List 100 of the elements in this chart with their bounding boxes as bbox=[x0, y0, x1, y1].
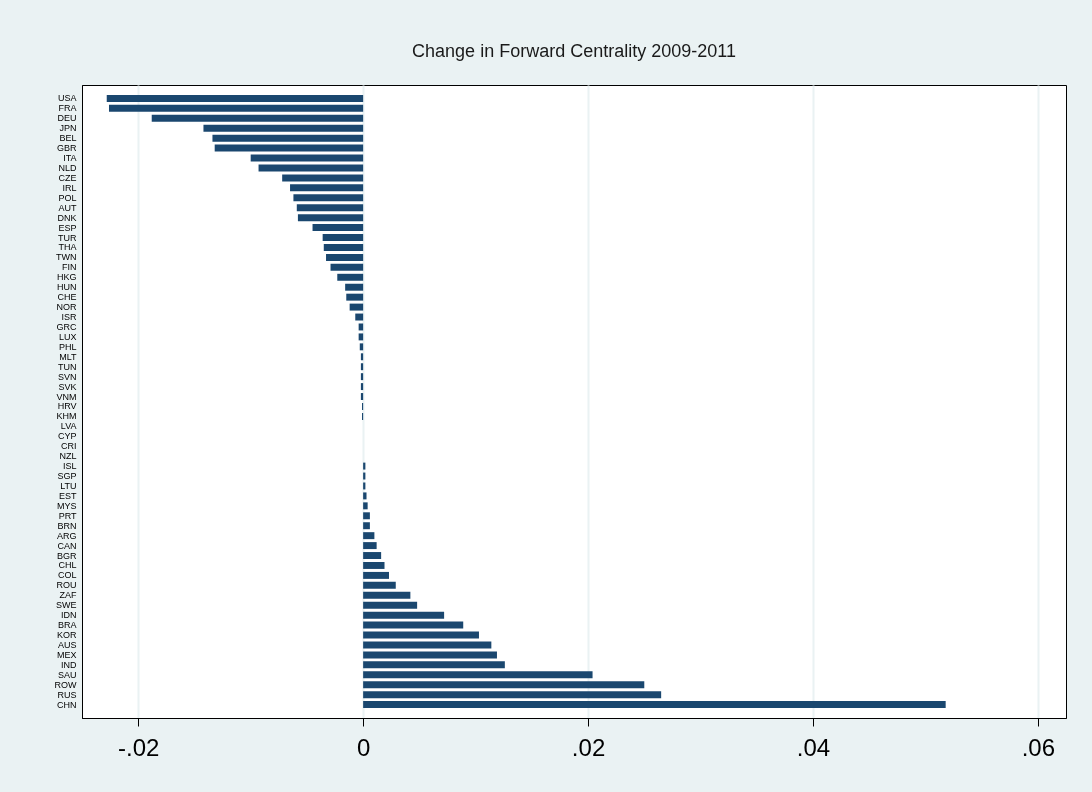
y-tick-label: EST bbox=[58, 490, 77, 501]
x-tick-label: 0 bbox=[356, 733, 371, 761]
y-tick-label: CAN bbox=[57, 540, 77, 551]
y-tick-label: ROU bbox=[56, 580, 77, 591]
bar bbox=[330, 263, 364, 271]
y-tick-label: AUS bbox=[57, 639, 77, 650]
chart-title: Change in Forward Centrality 2009-2011 bbox=[412, 41, 736, 61]
bar bbox=[363, 542, 377, 550]
y-tick-label: ESP bbox=[58, 222, 77, 233]
y-tick-label: ISL bbox=[62, 461, 77, 472]
bar bbox=[212, 134, 364, 142]
bar bbox=[363, 621, 464, 629]
bar bbox=[363, 691, 662, 699]
y-tick-label: COL bbox=[57, 570, 77, 581]
bar bbox=[359, 343, 364, 351]
y-tick-label: MLT bbox=[59, 351, 77, 362]
y-tick-label: IND bbox=[61, 659, 77, 670]
y-tick-label: BRN bbox=[57, 520, 77, 531]
bar bbox=[297, 214, 364, 222]
y-tick-label: LTU bbox=[60, 480, 77, 491]
y-tick-label: IRL bbox=[62, 182, 77, 193]
y-tick-label: SWE bbox=[55, 600, 77, 611]
y-tick-label: BRA bbox=[57, 620, 77, 631]
y-tick-label: AUT bbox=[58, 202, 77, 213]
bar bbox=[323, 244, 364, 251]
y-tick-label: MEX bbox=[56, 649, 77, 660]
y-tick-label: HUN bbox=[57, 282, 77, 293]
y-tick-label: MYS bbox=[56, 500, 77, 511]
bar bbox=[358, 323, 364, 331]
bar bbox=[250, 154, 364, 162]
y-tick-label: SVK bbox=[58, 381, 77, 392]
y-tick-label: IDN bbox=[61, 610, 77, 621]
bar bbox=[296, 204, 364, 212]
x-tick-label: -.02 bbox=[118, 733, 160, 761]
y-tick-label: SAU bbox=[57, 669, 77, 680]
y-tick-label: CHE bbox=[57, 292, 77, 303]
y-tick-label: POL bbox=[58, 192, 77, 203]
bar bbox=[151, 114, 364, 122]
y-tick-label: CHL bbox=[58, 560, 77, 571]
y-tick-label: NZL bbox=[59, 451, 77, 462]
y-tick-label: ITA bbox=[63, 153, 77, 164]
y-tick-label: CHN bbox=[57, 699, 77, 710]
y-tick-label: KOR bbox=[56, 630, 77, 641]
y-tick-label: PHL bbox=[58, 341, 77, 352]
y-tick-label: GRC bbox=[56, 321, 77, 332]
y-tick-label: CYP bbox=[57, 431, 77, 442]
bar bbox=[363, 661, 505, 669]
bar bbox=[108, 104, 364, 112]
y-tick-label: GBR bbox=[56, 143, 77, 154]
y-tick-label: ISR bbox=[61, 312, 77, 323]
y-tick-label: LVA bbox=[60, 421, 77, 432]
y-tick-label: HRV bbox=[57, 401, 77, 412]
bar bbox=[363, 681, 645, 689]
y-tick-label: HKG bbox=[56, 272, 77, 283]
x-tick-label: .04 bbox=[796, 733, 831, 761]
bar bbox=[290, 184, 364, 192]
bar bbox=[363, 611, 445, 619]
bar bbox=[326, 253, 364, 261]
y-tick-label: FIN bbox=[62, 262, 77, 273]
bar bbox=[363, 651, 497, 659]
bar bbox=[346, 293, 364, 301]
y-tick-label: ARG bbox=[56, 530, 77, 541]
y-tick-label: THA bbox=[58, 242, 77, 253]
y-tick-label: NLD bbox=[58, 162, 77, 173]
y-tick-label: BEL bbox=[59, 133, 77, 144]
bar bbox=[363, 591, 411, 599]
bar bbox=[363, 522, 370, 530]
bar bbox=[349, 303, 364, 311]
bar bbox=[363, 502, 368, 510]
bar bbox=[322, 234, 364, 242]
y-tick-label: CRI bbox=[61, 441, 77, 452]
y-tick-label: USA bbox=[57, 93, 77, 104]
y-tick-label: ROW bbox=[54, 679, 77, 690]
bar bbox=[106, 94, 364, 102]
y-tick-label: FRA bbox=[58, 103, 77, 114]
bar bbox=[337, 273, 364, 281]
bar bbox=[363, 671, 593, 679]
bar bbox=[363, 552, 382, 559]
x-tick-label: .06 bbox=[1021, 733, 1056, 761]
bar bbox=[363, 581, 396, 589]
y-tick-label: JPN bbox=[59, 123, 77, 134]
bar bbox=[214, 144, 364, 152]
y-tick-label: NOR bbox=[56, 302, 77, 313]
y-tick-label: CZE bbox=[58, 172, 77, 183]
y-tick-label: KHM bbox=[56, 411, 77, 422]
bar bbox=[358, 333, 364, 341]
y-tick-label: SVN bbox=[57, 371, 77, 382]
bar bbox=[363, 641, 492, 649]
y-tick-label: LUX bbox=[58, 331, 77, 342]
bar bbox=[312, 224, 364, 232]
y-tick-label: TWN bbox=[56, 252, 77, 263]
bar bbox=[282, 174, 364, 182]
bar bbox=[363, 532, 375, 540]
bar bbox=[363, 561, 385, 569]
y-tick-label: BGR bbox=[56, 550, 77, 561]
y-tick-label: VNM bbox=[56, 391, 77, 402]
y-tick-label: TUR bbox=[58, 232, 77, 243]
y-tick-label: SGP bbox=[57, 471, 77, 482]
bar bbox=[363, 571, 390, 579]
bar bbox=[363, 631, 479, 639]
